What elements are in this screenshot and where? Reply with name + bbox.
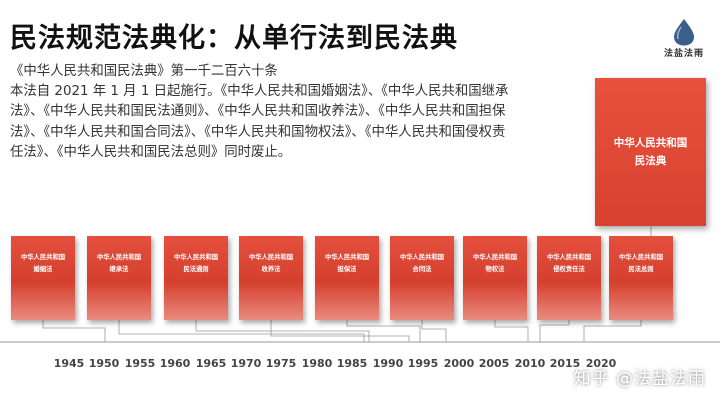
logo-text: 法盐法雨 — [663, 49, 704, 59]
book-title-line2: 婚姻法 — [33, 266, 53, 273]
book-title-line2: 民法总则 — [628, 266, 654, 273]
book-title-line2: 收养法 — [261, 266, 281, 273]
book-title-line1: 中华人民共和国 — [399, 254, 445, 261]
timeline-year: 1980 — [301, 357, 333, 370]
article-citation: 《中华人民共和国民法典》第一千二百六十条 — [10, 64, 278, 79]
timeline-year: 1945 — [53, 357, 85, 370]
book-title-line1: 中华人民共和国 — [324, 254, 370, 261]
article-body: 本法自 2021 年 1 月 1 日起施行。《中华人民共和国婚姻法》、《中华人民… — [10, 84, 509, 160]
timeline-year: 1995 — [407, 357, 439, 370]
book-title-line2: 民法通则 — [183, 266, 209, 273]
timeline-year: 2020 — [585, 357, 617, 370]
civil-code-book: 中华人民共和国民法典 — [595, 78, 706, 226]
book-title-line2: 继承法 — [109, 266, 129, 273]
timeline-year: 2010 — [514, 357, 546, 370]
book-succession-law: 中华人民共和国 继承法 — [87, 236, 151, 320]
book-general-principles: 中华人民共和国 民法通则 — [164, 236, 228, 320]
book-title-line1: 中华人民共和国 — [20, 254, 66, 261]
timeline-year: 1970 — [230, 357, 262, 370]
timeline-year: 1960 — [159, 357, 191, 370]
timeline-year: 1985 — [336, 357, 368, 370]
book-title-line1: 中华人民共和国 — [96, 254, 142, 261]
book-tort-law: 中华人民共和国 侵权责任法 — [537, 236, 601, 320]
timeline-year: 1950 — [88, 357, 120, 370]
timeline-year: 2005 — [478, 357, 510, 370]
timeline-year: 1990 — [372, 357, 404, 370]
timeline-year: 1955 — [124, 357, 156, 370]
book-guarantee-law: 中华人民共和国 担保法 — [315, 236, 379, 320]
timeline-year: 2015 — [549, 357, 581, 370]
article-text: 《中华人民共和国民法典》第一千二百六十条 本法自 2021 年 1 月 1 日起… — [10, 62, 510, 163]
book-title-line2: 合同法 — [412, 266, 432, 273]
book-title-line1: 中华人民共和国 — [546, 254, 592, 261]
book-title-line1: 中华人民共和国 — [173, 254, 219, 261]
water-drop-icon — [674, 19, 694, 46]
book-property-law: 中华人民共和国 物权法 — [463, 236, 527, 320]
book-title-line2: 侵权责任法 — [553, 266, 585, 273]
watermark: 知乎 @法盐法雨 — [573, 369, 706, 389]
page-title: 民法规范法典化：从单行法到民法典 — [10, 23, 458, 54]
book-adoption-law: 中华人民共和国 收养法 — [239, 236, 303, 320]
book-title-line1: 中华人民共和国 — [248, 254, 294, 261]
book-contract-law: 中华人民共和国 合同法 — [390, 236, 454, 320]
timeline-year: 1965 — [195, 357, 227, 370]
book-title-line1: 中华人民共和国 — [472, 254, 518, 261]
book-title-line2: 物权法 — [485, 266, 505, 273]
logo: 法盐法雨 — [660, 18, 708, 62]
timeline-year: 2000 — [443, 357, 475, 370]
book-general-provisions: 中华人民共和国 民法总则 — [609, 236, 673, 320]
book-marriage-law: 中华人民共和国 婚姻法 — [11, 236, 75, 320]
book-title-line2: 担保法 — [337, 266, 357, 273]
timeline-year: 1975 — [265, 357, 297, 370]
book-title-line1: 中华人民共和国 — [618, 254, 664, 261]
